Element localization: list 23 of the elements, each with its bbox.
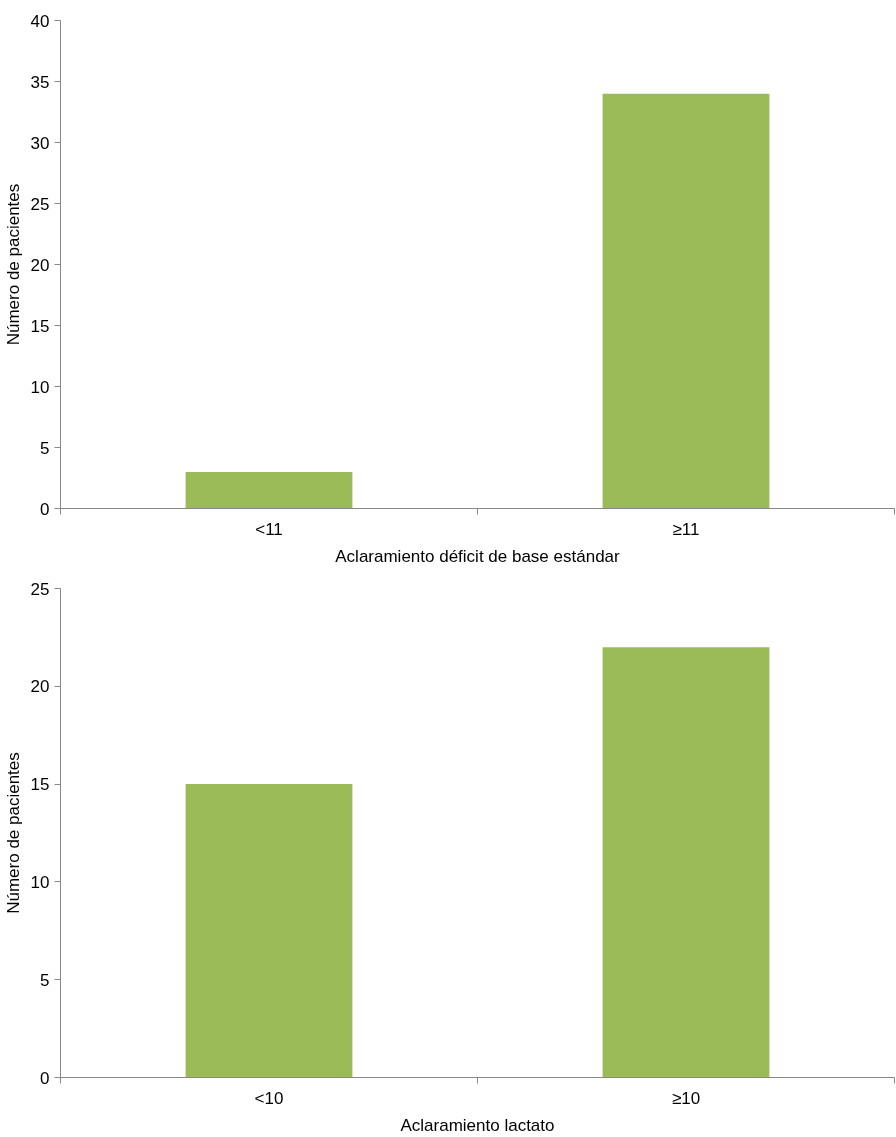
- y-tick-label: 10: [30, 377, 50, 397]
- y-tick-label: 0: [40, 1068, 50, 1088]
- x-tick-label: <11: [255, 519, 283, 539]
- y-tick-label: 5: [40, 970, 50, 990]
- y-axis-title: Número de pacientes: [3, 183, 23, 346]
- y-tick-label: 15: [30, 316, 50, 336]
- y-tick-label: 20: [30, 677, 50, 697]
- y-tick-label: 25: [30, 194, 50, 214]
- x-axis-title: Aclaramiento lactato: [400, 1115, 555, 1135]
- y-tick-label: 30: [30, 133, 50, 153]
- y-tick-label: 20: [30, 255, 50, 275]
- y-tick-label: 5: [40, 438, 50, 458]
- x-tick-label: ≥11: [672, 519, 700, 539]
- y-axis-title: Número de pacientes: [3, 752, 23, 914]
- x-axis-title: Aclaramiento déficit de base estándar: [335, 546, 621, 566]
- y-tick-label: 25: [30, 579, 50, 599]
- y-tick-label: 40: [30, 11, 50, 31]
- y-tick-label: 0: [40, 499, 50, 519]
- x-tick-label: ≥10: [671, 1088, 701, 1108]
- y-tick-label: 15: [30, 775, 50, 795]
- y-tick-label: 10: [30, 872, 50, 892]
- y-tick-label: 35: [30, 72, 50, 92]
- x-tick-label: <10: [254, 1088, 284, 1108]
